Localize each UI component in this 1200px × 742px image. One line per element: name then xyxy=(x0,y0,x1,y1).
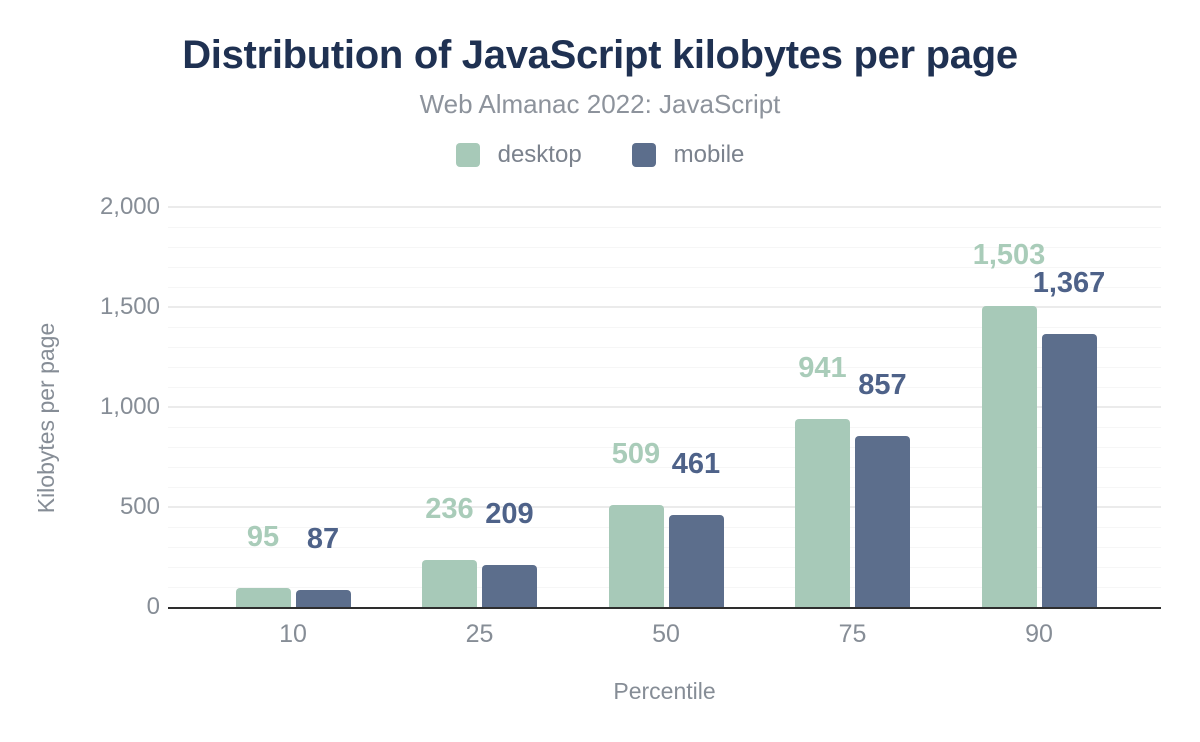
desktop-swatch-icon xyxy=(455,143,480,167)
value-label-mobile: 461 xyxy=(671,447,721,480)
value-label-mobile: 87 xyxy=(306,522,340,555)
gridline-minor xyxy=(168,447,1161,448)
gridline-major xyxy=(168,406,1161,408)
gridline-minor xyxy=(168,247,1161,248)
value-label-mobile: 1,367 xyxy=(1032,266,1106,299)
gridline-minor xyxy=(168,387,1161,388)
legend-item-mobile: mobile xyxy=(631,141,745,169)
bar-desktop xyxy=(981,306,1037,607)
x-tick-label: 75 xyxy=(838,620,867,648)
value-label-desktop: 509 xyxy=(611,438,661,471)
value-label-desktop: 95 xyxy=(246,521,280,553)
value-label-mobile: 857 xyxy=(858,368,907,401)
x-tick-label: 50 xyxy=(652,620,680,648)
y-tick-label: 1,500 xyxy=(99,293,160,320)
gridline-minor xyxy=(168,227,1161,228)
value-label-mobile: 209 xyxy=(485,498,534,531)
gridline-minor xyxy=(168,427,1161,428)
gridline-minor xyxy=(168,487,1161,488)
value-label-desktop: 941 xyxy=(798,351,847,384)
plot-area: 95 87 10 236 209 25 509 461 50 941 857 75 1,503 1,367… xyxy=(168,206,1161,648)
gridline-major xyxy=(168,306,1161,308)
bar-mobile xyxy=(1041,333,1097,607)
x-tick-label: 25 xyxy=(465,620,494,648)
gridline-minor xyxy=(168,567,1161,568)
x-tick-label: 10 xyxy=(279,620,307,648)
gridline-minor xyxy=(168,467,1161,468)
bar-desktop xyxy=(235,588,291,607)
bar-desktop xyxy=(608,505,664,607)
gridline-minor xyxy=(168,327,1161,328)
value-label-desktop: 236 xyxy=(425,492,474,525)
chart-title: Distribution of JavaScript kilobytes per… xyxy=(182,33,1018,77)
legend-label-mobile: mobile xyxy=(673,141,745,168)
x-axis-title: Percentile xyxy=(613,678,716,704)
y-tick-label: 0 xyxy=(146,593,160,620)
gridline-major xyxy=(168,506,1161,508)
gridline-minor xyxy=(168,547,1161,548)
bar-mobile xyxy=(482,565,537,607)
bar-desktop xyxy=(795,418,850,607)
y-tick-label: 2,000 xyxy=(99,193,160,220)
y-tick-label: 1,000 xyxy=(99,393,160,420)
chart-subtitle: Web Almanac 2022: JavaScript xyxy=(419,89,781,119)
gridline-minor xyxy=(168,527,1161,528)
bar-mobile xyxy=(295,589,351,607)
gridline-minor xyxy=(168,587,1161,588)
gridline-minor xyxy=(168,367,1161,368)
gridline-minor xyxy=(168,347,1161,348)
gridline-major xyxy=(168,206,1161,208)
chart-legend: desktop mobile xyxy=(0,141,1200,169)
x-tick-label: 90 xyxy=(1025,620,1053,648)
bar-desktop xyxy=(422,559,477,607)
gridline-minor xyxy=(168,267,1161,268)
value-label-desktop: 1,503 xyxy=(972,239,1046,272)
mobile-swatch-icon xyxy=(631,143,656,167)
legend-item-desktop: desktop xyxy=(455,141,582,169)
y-tick-label: 500 xyxy=(119,493,160,520)
gridline-minor xyxy=(168,287,1161,288)
legend-label-desktop: desktop xyxy=(497,141,582,168)
bar-mobile xyxy=(668,514,724,607)
bar-mobile xyxy=(855,435,910,607)
